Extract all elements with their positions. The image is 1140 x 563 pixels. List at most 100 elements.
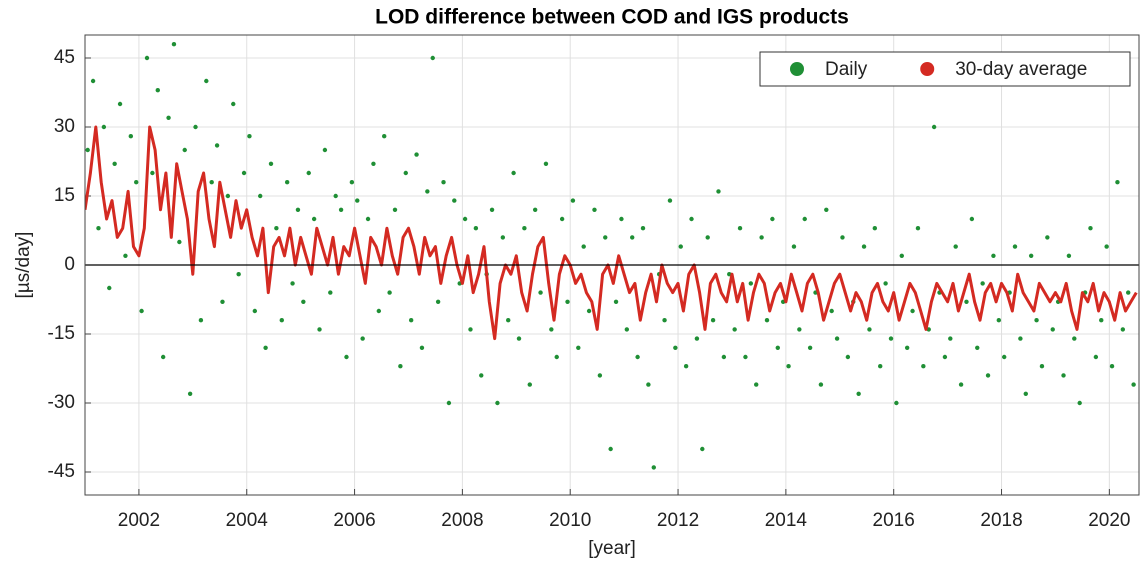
daily-point	[301, 299, 306, 304]
daily-point	[764, 318, 770, 323]
daily-point	[139, 308, 144, 314]
daily-point	[899, 253, 904, 258]
legend: Daily 30-day average	[759, 51, 1131, 87]
daily-point	[414, 152, 419, 157]
x-tick-label: 2002	[118, 510, 160, 531]
daily-point	[462, 216, 468, 222]
daily-point	[1050, 327, 1055, 332]
y-tick-label: 15	[54, 185, 75, 206]
legend-label: 30-day average	[955, 59, 1087, 80]
daily-point	[532, 207, 538, 212]
daily-point	[662, 318, 667, 323]
daily-point	[441, 180, 446, 185]
daily-point	[112, 161, 117, 166]
y-tick-label: -30	[48, 392, 75, 413]
daily-point	[834, 336, 840, 341]
daily-point	[786, 364, 791, 369]
daily-point	[559, 216, 565, 222]
legend-label: Daily	[825, 59, 868, 80]
daily-point	[311, 216, 317, 222]
daily-point	[236, 272, 241, 277]
daily-point	[90, 78, 96, 84]
daily-point	[252, 308, 258, 314]
daily-point	[964, 299, 969, 304]
daily-point	[980, 281, 985, 286]
daily-point	[791, 244, 797, 249]
daily-point	[797, 327, 802, 332]
daily-point	[878, 364, 883, 369]
daily-point	[818, 382, 824, 387]
daily-point	[1028, 253, 1034, 258]
daily-point	[1115, 180, 1120, 185]
daily-point	[214, 143, 220, 148]
daily-point	[597, 373, 603, 378]
daily-point	[408, 318, 414, 323]
x-tick-label: 2008	[441, 510, 483, 531]
daily-point	[619, 216, 624, 222]
legend-marker	[790, 62, 804, 76]
daily-point	[290, 281, 295, 286]
daily-point	[570, 198, 576, 203]
daily-point	[1072, 336, 1077, 341]
daily-point	[274, 226, 279, 231]
daily-point	[231, 101, 236, 107]
daily-point	[430, 55, 435, 61]
daily-point	[495, 400, 500, 406]
daily-point	[1131, 382, 1136, 387]
y-axis-label: [µs/day]	[13, 232, 34, 299]
daily-point	[241, 170, 247, 176]
daily-point	[888, 336, 894, 341]
daily-point	[204, 78, 209, 84]
daily-point	[640, 226, 646, 231]
daily-point	[737, 226, 743, 231]
daily-point	[883, 281, 888, 286]
daily-point	[996, 318, 1002, 323]
daily-point	[182, 147, 187, 153]
daily-point	[479, 373, 484, 378]
daily-point	[1088, 226, 1093, 231]
y-tick-label: 0	[64, 254, 75, 275]
daily-point	[177, 239, 182, 245]
daily-point	[1066, 253, 1072, 258]
daily-point	[258, 193, 263, 199]
x-tick-label: 2004	[226, 510, 269, 531]
daily-point	[1120, 327, 1126, 332]
daily-point	[721, 354, 727, 360]
x-tick-label: 2014	[765, 510, 808, 531]
daily-point	[581, 244, 586, 249]
daily-point	[398, 364, 403, 369]
daily-point	[376, 308, 382, 314]
x-tick-label: 2020	[1088, 510, 1130, 531]
x-tick-label: 2012	[657, 510, 699, 531]
daily-point	[603, 235, 608, 240]
daily-point	[160, 354, 166, 360]
daily-point	[716, 189, 721, 194]
daily-point	[263, 345, 268, 350]
daily-point	[1104, 244, 1109, 249]
daily-point	[975, 345, 980, 350]
daily-point	[1018, 336, 1023, 341]
daily-point	[306, 170, 311, 176]
daily-point	[856, 391, 861, 396]
daily-point	[1109, 364, 1115, 369]
y-tick-label: 30	[54, 116, 75, 137]
legend-box	[759, 51, 1131, 87]
daily-point	[187, 391, 193, 396]
average-line	[85, 125, 1138, 341]
daily-point	[128, 134, 134, 139]
daily-point	[867, 327, 872, 332]
daily-point	[134, 180, 139, 185]
daily-point	[322, 147, 328, 153]
legend-marker	[920, 62, 935, 76]
daily-point	[506, 318, 511, 323]
daily-point	[333, 193, 338, 199]
daily-point	[123, 253, 128, 258]
daily-point	[1023, 391, 1028, 396]
daily-point	[824, 207, 829, 212]
daily-point	[96, 226, 101, 231]
daily-point	[635, 354, 640, 360]
x-axis-label: [year]	[588, 538, 636, 559]
daily-point	[759, 235, 764, 240]
x-tick-label: 2010	[549, 510, 591, 531]
